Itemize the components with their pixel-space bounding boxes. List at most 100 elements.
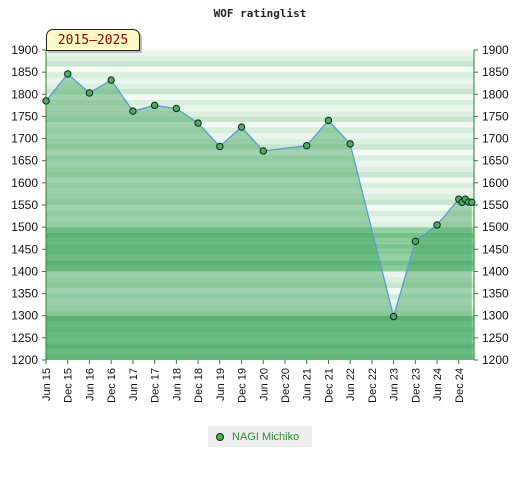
y-tick-label-right: 1300 (482, 309, 509, 323)
background-band (46, 88, 474, 95)
background-band (46, 127, 474, 134)
y-axis-left: 1200 1250 1300 1350 1400 1450 1500 1550 1600 1650… (11, 43, 46, 367)
background-band (46, 155, 474, 161)
background-band (46, 271, 474, 277)
y-tick-label-right: 1350 (482, 287, 509, 301)
x-tick-label: Dec 16 (106, 368, 118, 403)
x-tick-label: Dec 23 (410, 368, 422, 403)
x-tick-label: Jun 21 (302, 368, 314, 401)
y-tick-label-right: 1200 (482, 353, 509, 367)
x-tick-label: Dec 18 (193, 368, 205, 403)
x-tick-label: Jun 15 (41, 368, 53, 401)
data-point (129, 107, 137, 115)
x-tick-label: Dec 20 (280, 368, 292, 403)
background-band (46, 216, 474, 222)
data-point (324, 116, 333, 125)
y-tick-label-right: 1850 (482, 65, 509, 79)
background-band (46, 50, 474, 56)
background-band (46, 121, 474, 128)
legend-label: NAGI Michiko (232, 430, 300, 443)
data-point (216, 142, 224, 151)
background-band (46, 133, 474, 139)
x-tick-label: Dec 15 (63, 368, 75, 403)
y-tick-label-left: 1450 (11, 242, 38, 256)
data-point (411, 237, 420, 246)
y-tick-label-left: 1200 (11, 353, 38, 367)
y-tick-label-right: 1250 (482, 331, 509, 345)
y-tick-label-right: 1450 (482, 242, 509, 256)
background-band (46, 166, 474, 172)
x-tick-label: Jun 22 (345, 368, 357, 401)
background-band (46, 61, 474, 67)
y-tick-label-left: 1800 (11, 87, 38, 101)
background-band (46, 83, 474, 89)
chart-title: WOF ratinglist (214, 7, 307, 20)
x-tick-label: Jun 17 (128, 368, 140, 401)
x-tick-label: Dec 21 (323, 368, 335, 403)
background-band (46, 77, 474, 84)
x-tick-label: Jun 18 (171, 368, 183, 401)
data-point (150, 101, 159, 110)
data-point (172, 104, 181, 113)
background-band (46, 238, 474, 244)
background-band (46, 138, 474, 145)
y-tick-label-left: 1750 (11, 109, 38, 123)
data-point (259, 147, 267, 155)
y-tick-label-right: 1750 (482, 109, 509, 123)
background-band (46, 249, 474, 255)
y-tick-label-right: 1600 (482, 176, 509, 190)
data-point (346, 140, 354, 148)
background-band (46, 288, 474, 294)
background-band (46, 299, 474, 305)
background-band (46, 282, 474, 289)
x-tick-label: Jun 24 (432, 368, 444, 401)
y-tick-label-right: 1550 (482, 198, 509, 212)
data-point (303, 141, 311, 150)
background-band (46, 354, 474, 360)
x-tick-label: Dec 22 (367, 368, 379, 403)
data-point (389, 312, 398, 321)
area-under-series (46, 73, 472, 361)
background-band (46, 72, 474, 78)
y-tick-label-left: 1500 (11, 220, 38, 234)
y-tick-label-right: 1900 (482, 43, 509, 57)
y-tick-label-left: 1700 (11, 132, 38, 146)
background-band (46, 210, 474, 217)
x-tick-label: Dec 24 (454, 368, 466, 403)
y-tick-label-left: 1600 (11, 176, 38, 190)
y-tick-label-right: 1400 (482, 264, 509, 278)
background-band (46, 243, 474, 250)
x-tick-label: Jun 19 (215, 368, 227, 401)
background-band (46, 326, 474, 333)
y-tick-label-right: 1650 (482, 154, 509, 168)
data-point (107, 76, 115, 84)
background-band (46, 276, 474, 283)
data-point (433, 221, 441, 229)
x-tick-label: Dec 19 (237, 368, 249, 403)
background-band (46, 55, 474, 62)
y-tick-label-right: 1800 (482, 87, 509, 101)
background-band (46, 343, 474, 349)
y-tick-label-left: 1250 (11, 331, 38, 345)
background-band (46, 205, 474, 211)
period-label-box: 2015–2025 (46, 29, 140, 51)
x-axis: Jun 15 Dec 15 Jun 16 Dec 16 Jun 17 Dec 17 Jun … (41, 360, 466, 403)
background-band (46, 99, 474, 106)
period-label: 2015–2025 (57, 33, 129, 48)
y-tick-label-right: 1500 (482, 220, 509, 234)
background-band (46, 188, 474, 194)
background-band (46, 94, 474, 100)
data-point (468, 198, 476, 207)
background-band (46, 105, 474, 111)
background-band (46, 193, 474, 200)
background-band (46, 110, 474, 117)
y-tick-label-left: 1850 (11, 65, 38, 79)
y-tick-label-right: 1700 (482, 132, 509, 146)
y-tick-label-left: 1650 (11, 154, 38, 168)
y-tick-label-left: 1550 (11, 198, 38, 212)
y-tick-label-left: 1350 (11, 287, 38, 301)
series-points (42, 70, 476, 321)
background-band (46, 171, 474, 178)
background-band (46, 160, 474, 167)
